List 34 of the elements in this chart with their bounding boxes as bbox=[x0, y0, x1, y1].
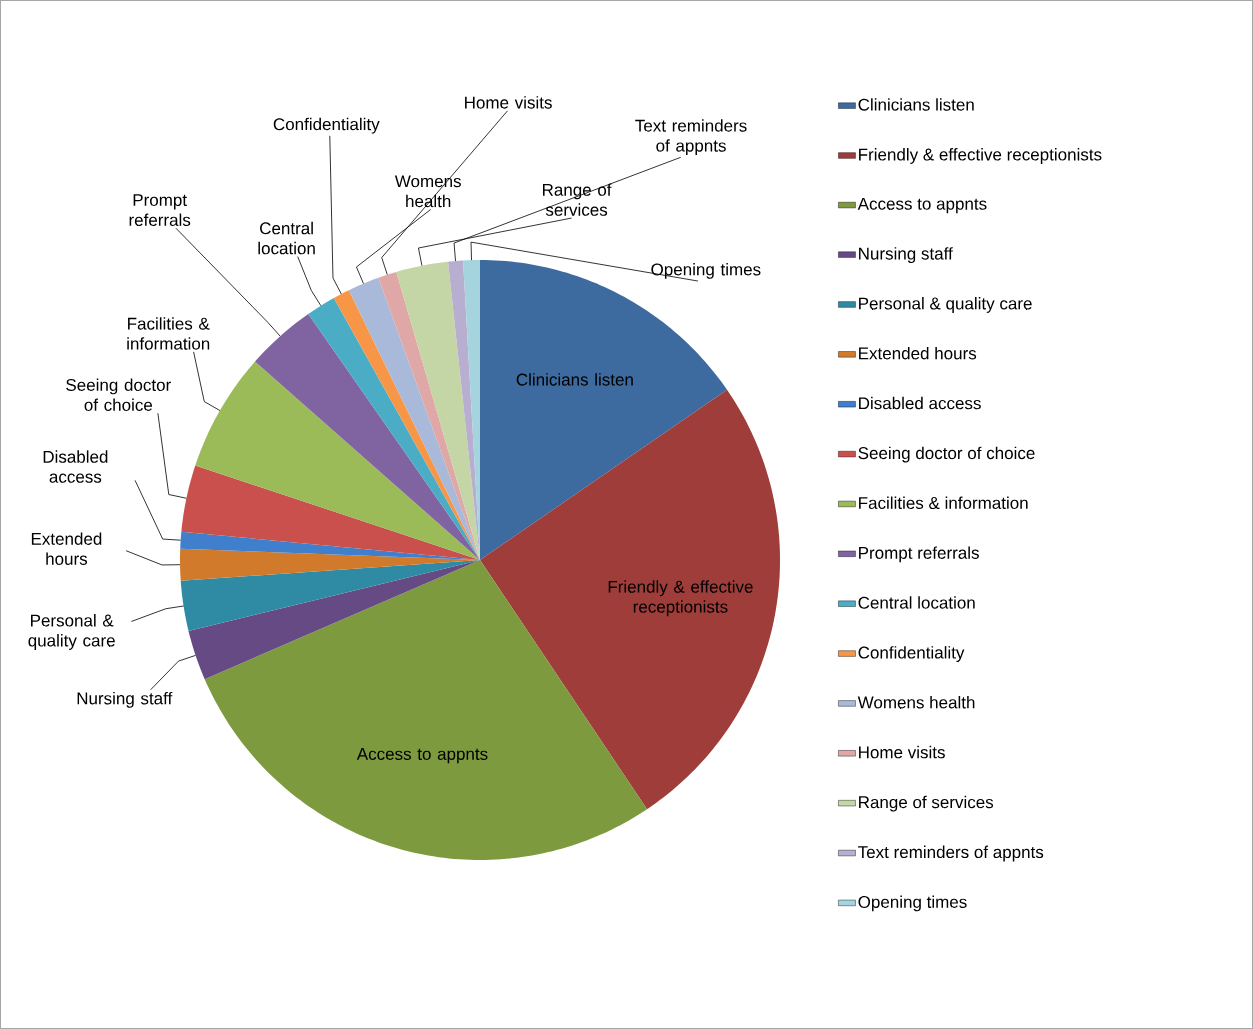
legend-label: Womens health bbox=[857, 696, 975, 709]
legend-label: Extended hours bbox=[859, 346, 977, 360]
slice-label: Confidentiality bbox=[273, 117, 380, 134]
legend-label: Facilities & information bbox=[859, 496, 1028, 510]
slice-label: Access to appnts bbox=[356, 748, 488, 764]
legend-label: Home visits bbox=[859, 745, 945, 759]
legend-label: Clinicians listen bbox=[858, 98, 974, 111]
slice-label: Clinicians listen bbox=[516, 373, 633, 386]
legend-label: Confidentiality bbox=[858, 646, 965, 662]
category-label: Disabled access bbox=[43, 450, 108, 483]
slice-label: Womens health bbox=[394, 175, 461, 208]
slice-label: Prompt referrals bbox=[129, 194, 191, 227]
slice-label: Opening times bbox=[651, 262, 761, 279]
legend-label: Seeing doctor of choice bbox=[858, 446, 1035, 463]
legend-label: Nursing staff bbox=[859, 247, 953, 264]
category-label: Extended hours bbox=[31, 532, 102, 565]
slice-label: Personal & quality care bbox=[28, 614, 115, 650]
slice-label: Friendly & effective receptionists bbox=[608, 580, 753, 617]
slice-label: Central location bbox=[258, 221, 315, 255]
legend-label: Opening times bbox=[858, 895, 967, 912]
slice-label: Home visits bbox=[465, 96, 552, 109]
legend-label: Range of services bbox=[859, 795, 994, 812]
legend-label: Central location bbox=[858, 596, 975, 609]
legend-label: Text reminders of appnts bbox=[858, 845, 1044, 862]
legend-label: Access to appnts bbox=[857, 197, 987, 214]
legend-label: Prompt referrals bbox=[859, 546, 979, 563]
slice-label: Nursing staff bbox=[77, 691, 173, 708]
legend-label: Disabled access bbox=[859, 396, 981, 410]
slice-label: Seeing doctor of choice bbox=[66, 378, 171, 411]
slice-label: Range of services bbox=[542, 183, 612, 216]
legend-label: Personal & quality care bbox=[859, 297, 1032, 313]
slice-label: Facilities & information bbox=[127, 317, 210, 350]
legend-label: Friendly & effective receptionists bbox=[859, 148, 1102, 164]
slice-label: Text reminders of appnts bbox=[635, 119, 747, 156]
